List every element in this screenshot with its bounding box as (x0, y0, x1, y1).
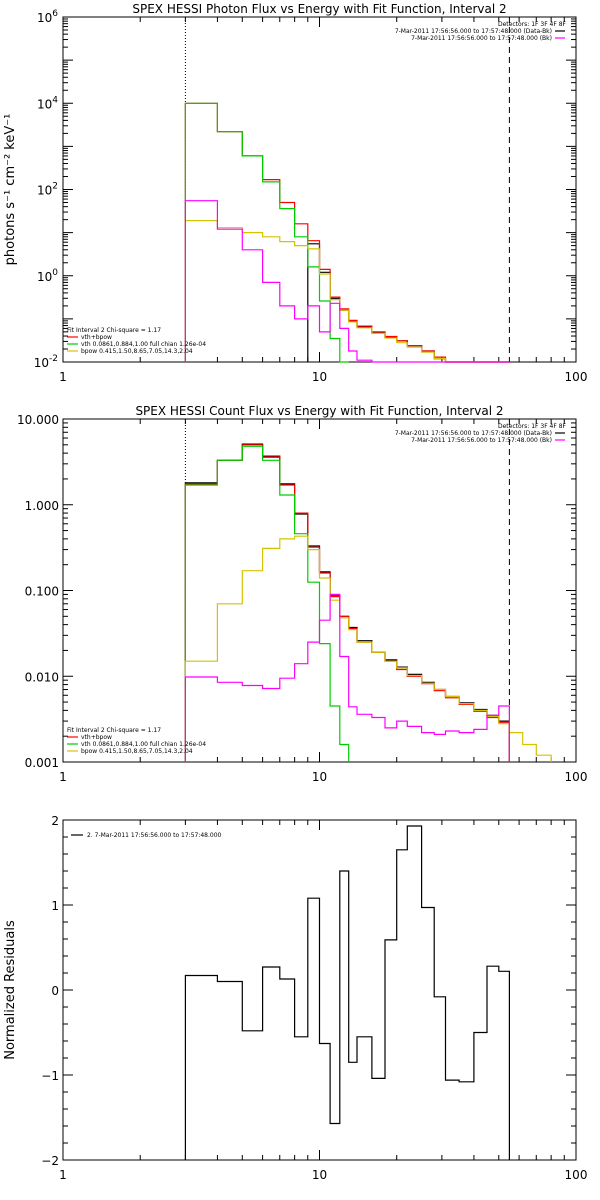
legend-entry: 2. 7-Mar-2011 17:56:56.000 to 17:57:48.0… (87, 832, 222, 839)
legend-entry: bpow 0.415,1.50,8.65,7.05,14.3,2.04 (81, 348, 193, 355)
y-tick-label: 102 (37, 182, 58, 198)
legend-entry: 7-Mar-2011 17:56:56.000 to 17:57:48.000 … (395, 28, 552, 35)
legend-entry: vth 0.0861,0.884,1.00 full chian 1.26e-0… (81, 741, 206, 748)
legend-entry: vth+bpow (81, 734, 112, 741)
series-bpow (184, 220, 510, 363)
y-tick-label: 100 (37, 268, 58, 284)
legend-entry: 7-Mar-2011 17:56:56.000 to 17:57:48.000 … (395, 430, 552, 437)
y-tick-label: 0.001 (25, 756, 59, 770)
legend-detectors: Detectors: 1F 3F 4F 8F (498, 423, 567, 430)
x-tick-label: 10 (312, 1168, 327, 1182)
series-thermal (184, 445, 350, 762)
y-tick-label: 0.010 (25, 670, 59, 684)
chart-panel-2: SPEX HESSI Count Flux vs Energy with Fit… (17, 404, 587, 784)
y-tick-label: 2 (51, 814, 59, 828)
legend-entry: vth+bpow (81, 334, 112, 341)
x-tick-label: 1 (59, 370, 67, 384)
chart-panel-3: Normalized Residuals 1 10 100 −2 −1 0 1 2 2. 7-Ma… (3, 814, 587, 1182)
x-tick-label: 10 (312, 370, 327, 384)
x-tick-label: 1 (59, 1168, 67, 1182)
y-tick-label: −2 (41, 1154, 59, 1168)
chart-title: SPEX HESSI Count Flux vs Energy with Fit… (135, 404, 503, 418)
series-residuals (184, 825, 510, 1160)
x-tick-label: 1 (59, 770, 67, 784)
series-thermal (184, 102, 349, 363)
x-tick-label: 10 (312, 770, 327, 784)
y-axis-label: photons s⁻¹ cm⁻² keV⁻¹ (3, 114, 18, 266)
series-background (184, 200, 510, 363)
chart-panel-1: SPEX HESSI Photon Flux vs Energy with Fi… (3, 2, 587, 384)
x-tick-label: 100 (565, 1168, 588, 1182)
legend-entry: 7-Mar-2011 17:56:56.000 to 17:57:48.000 … (411, 437, 552, 444)
x-tick-label: 100 (565, 770, 588, 784)
x-tick-label: 100 (565, 370, 588, 384)
legend-detectors: Detectors: 1F 3F 4F 8F (498, 21, 567, 28)
series-fit (184, 102, 510, 363)
legend-fit-header: Fit Interval 2 Chi-square = 1.17 (67, 727, 161, 734)
series-bpow (184, 535, 552, 762)
legend-fit-header: Fit Interval 2 Chi-square = 1.17 (67, 327, 161, 334)
chart-title: SPEX HESSI Photon Flux vs Energy with Fi… (132, 2, 506, 16)
legend-entry: 7-Mar-2011 17:56:56.000 to 17:57:48.000 … (411, 35, 552, 42)
y-tick-label: 0 (51, 984, 59, 998)
y-tick-label: 1 (51, 899, 59, 913)
y-tick-label: 104 (37, 95, 58, 111)
legend-entry: bpow 0.415,1.50,8.65,7.05,14.3,2.04 (81, 748, 193, 755)
y-axis-label: Normalized Residuals (3, 920, 18, 1060)
series-background (184, 593, 510, 762)
y-tick-label: 106 (37, 9, 58, 25)
series-data (184, 443, 510, 762)
legend-entry: vth 0.0861,0.884,1.00 full chian 1.26e-0… (81, 341, 206, 348)
y-tick-label: 1.000 (25, 499, 59, 513)
y-tick-label: 10.000 (17, 413, 59, 427)
y-tick-label: 10-2 (34, 354, 58, 370)
y-tick-label: −1 (41, 1069, 59, 1083)
y-tick-label: 0.100 (25, 585, 59, 599)
